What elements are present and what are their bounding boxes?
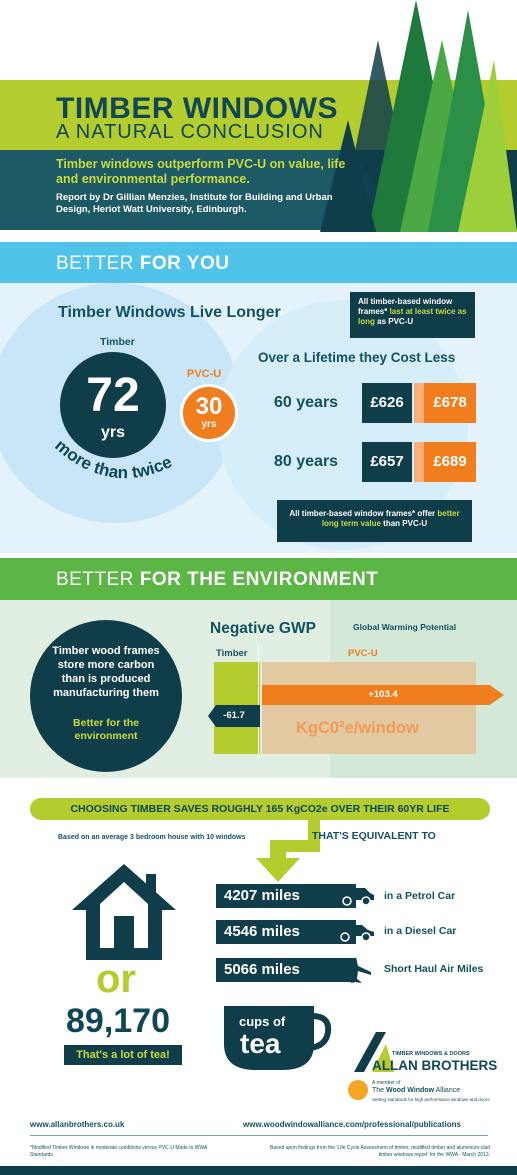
tea-count: 89,170 bbox=[66, 1002, 170, 1040]
gwp-timber-bar: -61.7 bbox=[208, 705, 260, 727]
footnote-right: Based upon findings from the 'Life Cycle… bbox=[270, 1145, 490, 1158]
wwa-publications-link[interactable]: www.woodwindowalliance.com/professional/… bbox=[243, 1120, 461, 1129]
cost-period-label: 60 years bbox=[274, 394, 339, 411]
car-icon bbox=[336, 925, 374, 942]
live-longer-heading: Timber Windows Live Longer bbox=[58, 304, 281, 321]
gwp-zero-axis bbox=[258, 645, 259, 757]
cost-period-label: 80 years bbox=[274, 453, 339, 470]
carbon-storage-text: Timber wood frames store more carbon tha… bbox=[52, 645, 160, 699]
gwp-pvcu-label: PVC-U bbox=[348, 648, 378, 659]
house-icon bbox=[72, 864, 176, 960]
air-label: Short Haul Air Miles bbox=[384, 963, 484, 975]
tea-text: tea bbox=[240, 1028, 281, 1059]
pvcu-label: PVC-U bbox=[187, 368, 222, 380]
wood-window-alliance-logo bbox=[348, 1080, 368, 1100]
cost-less-heading: Over a Lifetime they Cost Less bbox=[258, 350, 456, 365]
equivalent-label: THAT'S EQUIVALENT TO bbox=[312, 830, 436, 842]
timber-label: Timber bbox=[100, 336, 135, 348]
diesel-label: in a Diesel Car bbox=[384, 925, 457, 937]
timber-cost-value: £657 bbox=[362, 442, 412, 482]
pvcu-years-unit: yrs bbox=[201, 419, 217, 430]
page-title: TIMBER WINDOWS bbox=[56, 92, 338, 125]
wwa-name: The Wood Window Alliance bbox=[372, 1087, 461, 1094]
tree-icon bbox=[320, 0, 517, 232]
pvcu-cost-value: £689 bbox=[424, 442, 476, 482]
footer-bar bbox=[0, 1166, 517, 1175]
allan-brothers-link[interactable]: www.allanbrothers.co.uk bbox=[30, 1120, 125, 1129]
pvcu-years-value: 30 bbox=[195, 393, 223, 420]
section-bar-you bbox=[0, 242, 517, 284]
gwp-pvcu-bar: +103.4 bbox=[262, 685, 504, 705]
pvcu-lifespan-circle: 30 yrs bbox=[180, 384, 238, 442]
plane-icon bbox=[341, 957, 371, 983]
tea-note: That's a lot of tea! bbox=[64, 1045, 182, 1065]
air-miles: 5066 miles bbox=[216, 958, 356, 982]
petrol-label: in a Petrol Car bbox=[384, 890, 456, 902]
section-bar-environment bbox=[0, 558, 517, 600]
more-than-twice-text: more than twice bbox=[51, 436, 174, 483]
pvcu-cost-value: £678 bbox=[424, 383, 476, 423]
twice-as-long-note: All timber-based window frames* last at … bbox=[350, 292, 475, 338]
page-subtitle: A NATURAL CONCLUSION bbox=[56, 121, 324, 143]
savings-headline: CHOOSING TIMBER SAVES ROUGHLY 165 KgCO2e… bbox=[30, 798, 490, 820]
long-term-value-note: All timber-based window frames* offer be… bbox=[277, 500, 472, 542]
cost-divider bbox=[414, 383, 424, 423]
cups-of-text: cups of bbox=[239, 1014, 286, 1029]
better-environment-text: Better for the environment bbox=[73, 717, 139, 742]
carbon-storage-circle: Timber wood frames store more carbon tha… bbox=[30, 620, 182, 772]
diesel-miles: 4546 miles bbox=[216, 920, 356, 944]
allan-brothers-logo bbox=[354, 1032, 394, 1072]
car-icon bbox=[338, 888, 374, 906]
footnote-left: *Modified Timber Windows in moderate con… bbox=[30, 1145, 208, 1158]
section-title-environment: BETTER FOR THE ENVIRONMENT bbox=[56, 569, 379, 590]
gwp-pvcu-area bbox=[262, 662, 476, 754]
timber-years-value: 72 bbox=[86, 369, 140, 422]
intro-text: Timber windows outperform PVC-U on value… bbox=[56, 157, 346, 186]
savings-basis: Based on an average 3 bedroom house with… bbox=[58, 834, 246, 841]
gwp-timber-label: Timber bbox=[216, 648, 248, 659]
svg-text:more than twice: more than twice bbox=[51, 436, 174, 483]
or-text: or bbox=[96, 957, 136, 1001]
cost-divider bbox=[414, 442, 424, 482]
gwp-subheading: Global Warming Potential bbox=[353, 622, 457, 632]
gwp-heading: Negative GWP bbox=[210, 620, 316, 637]
more-than-twice-arc: more than twice bbox=[51, 436, 174, 483]
section-title-you: BETTER FOR YOU bbox=[56, 253, 230, 274]
timber-years-unit: yrs bbox=[100, 424, 126, 441]
petrol-miles: 4207 miles bbox=[216, 884, 356, 908]
timber-lifespan-circle: 72 yrs bbox=[60, 352, 166, 458]
arrow-down-icon bbox=[256, 818, 320, 882]
timber-cost-value: £626 bbox=[362, 383, 412, 423]
wwa-member-text: A member of bbox=[372, 1080, 401, 1086]
report-credit: Report by Dr Gillian Menzies, Institute … bbox=[56, 192, 333, 215]
teacup-icon bbox=[224, 1006, 332, 1070]
header-intro-arrow bbox=[0, 150, 380, 230]
wwa-tagline: Setting standards for high performance w… bbox=[372, 1097, 490, 1102]
header-background bbox=[0, 0, 517, 80]
allan-brothers-tagline: TIMBER WINDOWS & DOORS bbox=[392, 1051, 470, 1057]
allan-brothers-name: ALLAN BROTHERS bbox=[372, 1058, 498, 1073]
footer-divider bbox=[30, 1135, 488, 1136]
gwp-unit: KgC0²e/window bbox=[296, 719, 419, 737]
